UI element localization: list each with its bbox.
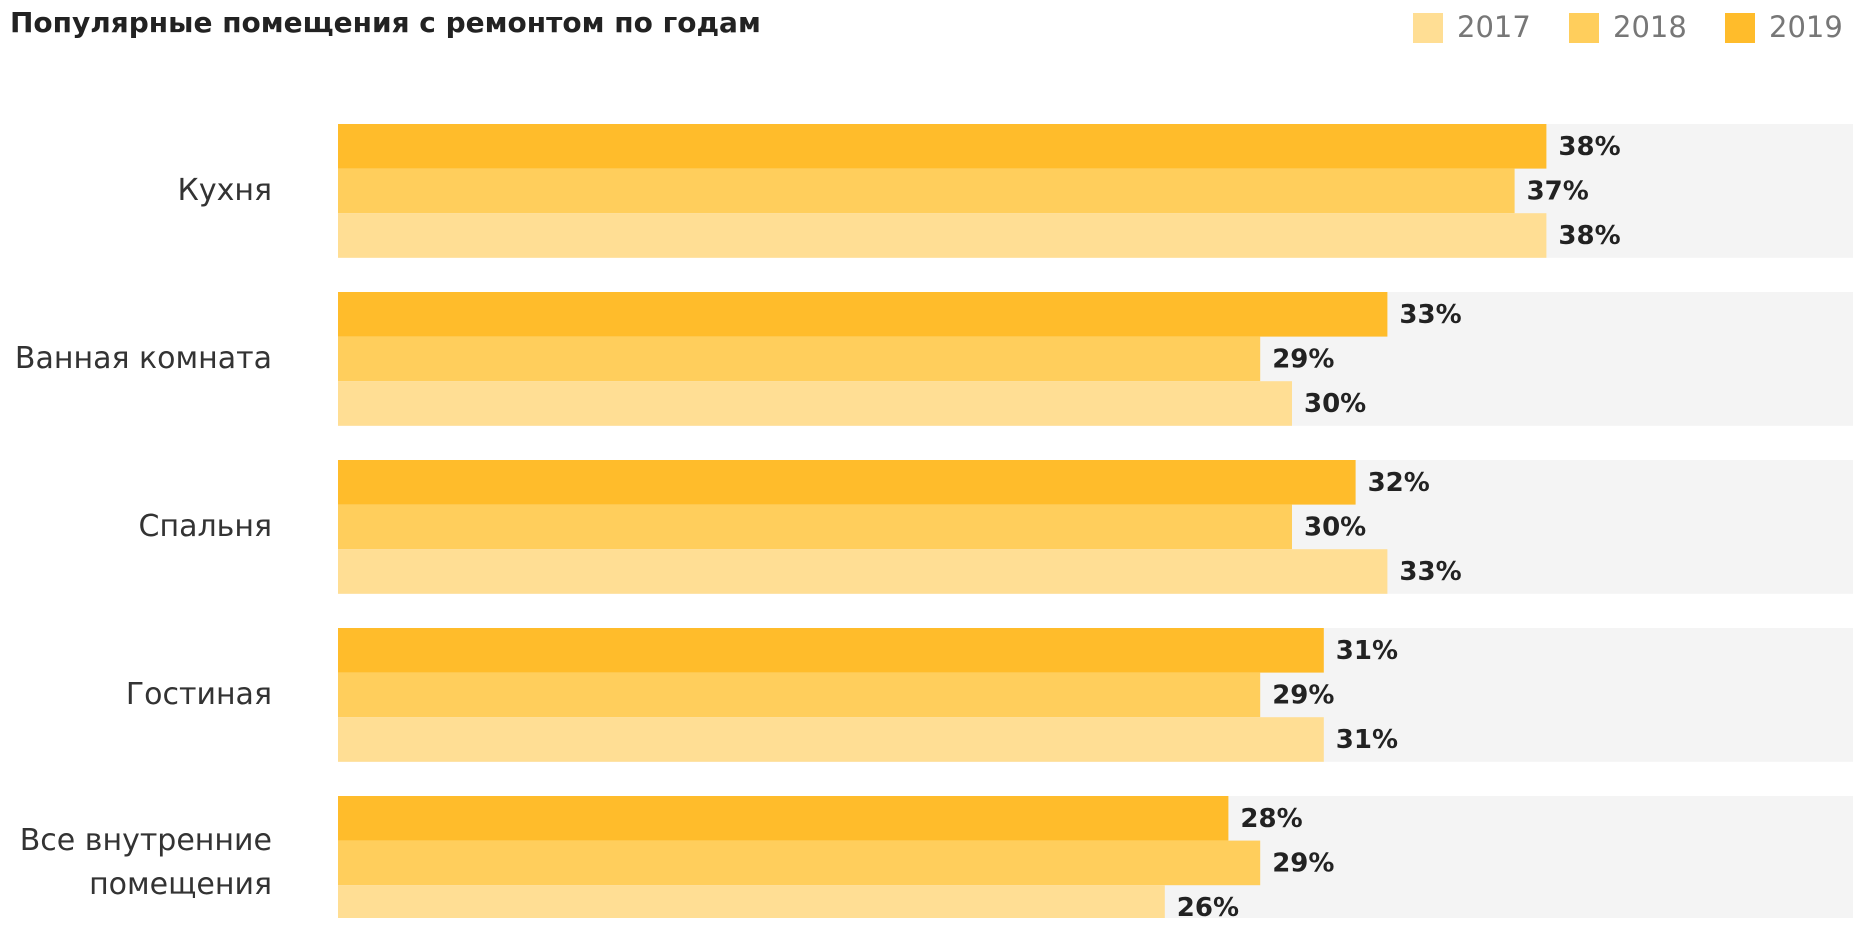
- bar: [338, 124, 1547, 169]
- bar: [338, 213, 1547, 258]
- bar: [338, 885, 1165, 918]
- value-label: 33%: [1399, 300, 1461, 330]
- category-label: Ванная комната: [14, 340, 272, 376]
- category-label: Спальня: [138, 508, 272, 544]
- bar: [338, 336, 1261, 382]
- legend-swatch: [1725, 13, 1755, 43]
- legend-label: 2018: [1613, 10, 1687, 44]
- legend-swatch: [1569, 13, 1599, 43]
- value-label: 29%: [1272, 848, 1334, 878]
- value-label: 26%: [1177, 893, 1239, 918]
- bar: [338, 381, 1292, 426]
- chart-title: Популярные помещения с ремонтом по годам: [10, 6, 761, 39]
- bar: [338, 717, 1324, 762]
- value-label: 30%: [1304, 512, 1366, 542]
- value-label: 30%: [1304, 389, 1366, 419]
- bar: [338, 292, 1388, 337]
- legend-label: 2019: [1769, 10, 1843, 44]
- bar: [338, 168, 1515, 214]
- category-label: Все внутренние помещения: [19, 822, 272, 902]
- bar: [338, 549, 1388, 594]
- value-label: 31%: [1336, 725, 1398, 755]
- bar: [338, 840, 1261, 886]
- value-label: 37%: [1527, 176, 1589, 206]
- bar: [338, 796, 1229, 841]
- value-label: 28%: [1240, 804, 1302, 834]
- category-label: Гостиная: [125, 676, 272, 712]
- value-label: 33%: [1399, 557, 1461, 587]
- value-label: 38%: [1558, 132, 1620, 162]
- bar: [338, 460, 1356, 505]
- legend-swatch: [1413, 13, 1443, 43]
- value-label: 31%: [1336, 636, 1398, 666]
- category-label: Кухня: [177, 172, 272, 208]
- bar: [338, 504, 1292, 550]
- value-label: 29%: [1272, 344, 1334, 374]
- value-label: 38%: [1558, 221, 1620, 251]
- value-label: 29%: [1272, 680, 1334, 710]
- value-label: 32%: [1368, 468, 1430, 498]
- bar: [338, 628, 1324, 673]
- legend-label: 2017: [1457, 10, 1531, 44]
- bar: [338, 672, 1261, 718]
